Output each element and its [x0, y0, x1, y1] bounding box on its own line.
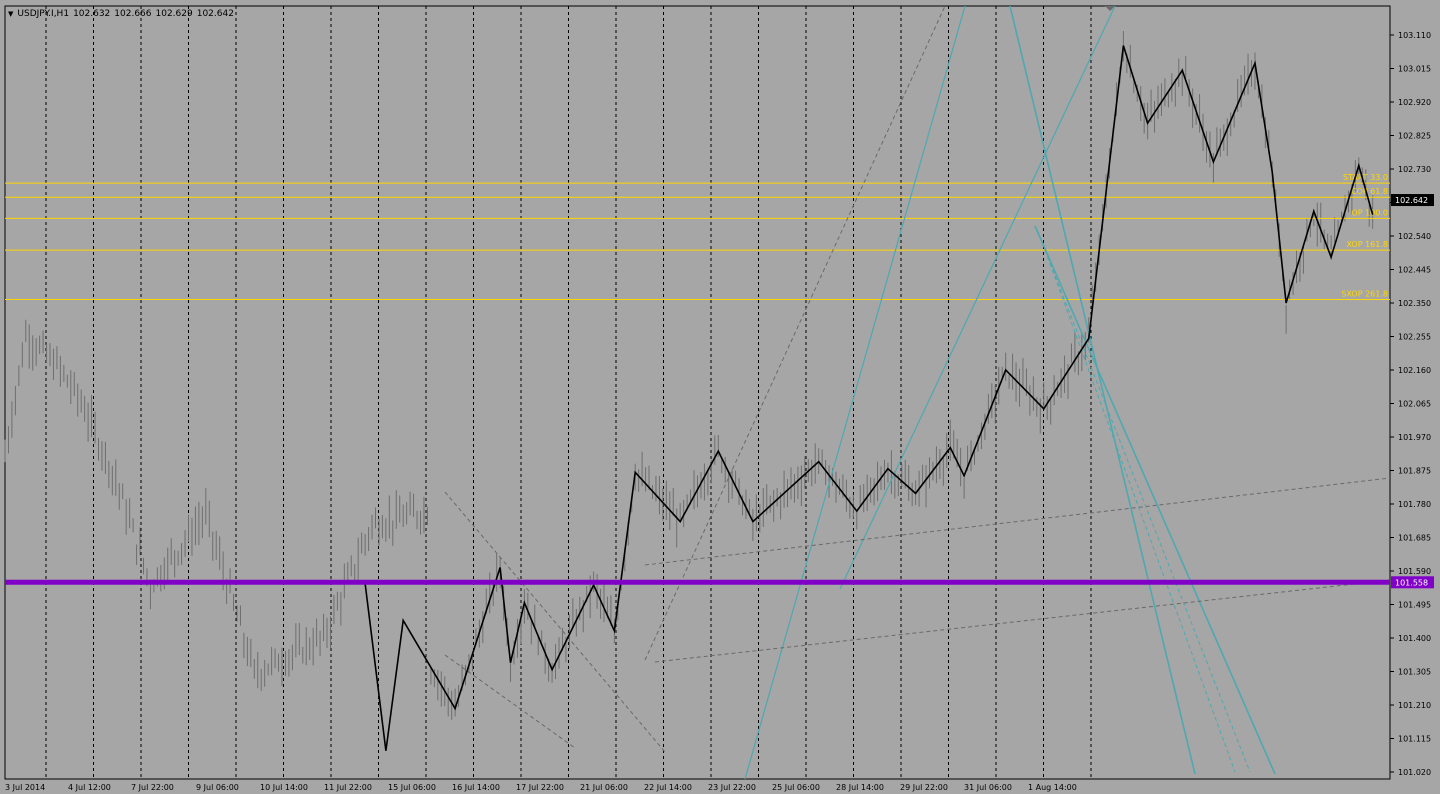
channel-line	[1009, 5, 1196, 775]
x-tick-label: 28 Jul 14:00	[836, 783, 884, 792]
x-tick-label: 15 Jul 06:00	[388, 783, 436, 792]
y-tick-label: 101.875	[1398, 467, 1431, 476]
y-tick-label: 102.445	[1398, 266, 1431, 275]
channel-dashed-line	[444, 491, 666, 753]
support-price-tag	[1391, 576, 1434, 589]
channel-dashed-line	[1044, 249, 1251, 773]
y-tick-label: 101.020	[1398, 768, 1431, 777]
x-tick-label: 25 Jul 06:00	[772, 783, 820, 792]
y-tick-label: 101.305	[1398, 668, 1431, 677]
fib-level-label: XOP 161.8	[1346, 240, 1388, 249]
channel-dashed-line	[654, 579, 1391, 663]
x-tick-label: 7 Jul 22:00	[131, 783, 174, 792]
fib-level-label: COP 61.8	[1351, 187, 1388, 196]
y-tick-label: 102.160	[1398, 366, 1431, 375]
y-tick-label: 102.920	[1398, 98, 1431, 107]
plot-area[interactable]	[4, 5, 1391, 780]
fib-level-label: OP 100.0	[1351, 208, 1388, 217]
triangle-down-icon[interactable]: ▼	[8, 10, 14, 18]
x-tick-label: 23 Jul 22:00	[708, 783, 756, 792]
channel-dashed-line	[444, 654, 576, 749]
fib-level-label: SXOP 261.8	[1341, 289, 1388, 298]
ohlc-header: ▼ USDJPY.I,H1 102.632 102.666 102.629 102.642	[8, 9, 238, 19]
channel-dashed-line	[644, 5, 946, 661]
channel-line	[744, 5, 966, 780]
zigzag-line	[364, 45, 1374, 751]
y-tick-label: 101.115	[1398, 735, 1431, 744]
x-tick-label: 29 Jul 22:00	[900, 783, 948, 792]
x-tick-label: 31 Jul 06:00	[964, 783, 1012, 792]
current-price-tag	[1391, 194, 1434, 207]
symbol-label: USDJPY.I,H1	[17, 9, 70, 19]
channel-line	[1034, 225, 1276, 775]
x-tick-label: 17 Jul 22:00	[516, 783, 564, 792]
fib-level-label: START 33.0	[1343, 173, 1388, 182]
scroll-marker-icon[interactable]	[1105, 6, 1115, 11]
channel-dashed-line	[644, 477, 1391, 566]
y-tick-label: 102.255	[1398, 333, 1431, 342]
y-tick-label: 101.970	[1398, 433, 1431, 442]
open-value: 102.632	[73, 9, 111, 19]
y-tick-label: 102.730	[1398, 165, 1431, 174]
close-value: 102.642	[196, 9, 234, 19]
channel-dashed-line	[1044, 249, 1236, 773]
y-tick-label: 102.065	[1398, 400, 1431, 409]
x-tick-label: 22 Jul 14:00	[644, 783, 692, 792]
y-tick-label: 103.110	[1398, 31, 1431, 40]
x-tick-label: 10 Jul 14:00	[260, 783, 308, 792]
y-tick-label: 102.825	[1398, 132, 1431, 141]
y-tick-label: 101.210	[1398, 701, 1431, 710]
x-tick-label: 16 Jul 14:00	[452, 783, 500, 792]
x-tick-label: 9 Jul 06:00	[196, 783, 239, 792]
current-price-label: 102.642	[1395, 196, 1428, 205]
y-tick-label: 101.590	[1398, 567, 1431, 576]
y-tick-label: 101.685	[1398, 534, 1431, 543]
y-tick-label: 101.400	[1398, 634, 1431, 643]
low-value: 102.629	[155, 9, 193, 19]
y-tick-label: 103.015	[1398, 65, 1431, 74]
x-tick-label: 21 Jul 06:00	[580, 783, 628, 792]
x-tick-label: 4 Jul 12:00	[68, 783, 111, 792]
y-tick-label: 102.350	[1398, 299, 1431, 308]
y-tick-label: 102.540	[1398, 232, 1431, 241]
y-tick-label: 101.780	[1398, 500, 1431, 509]
support-price-label: 101.558	[1395, 578, 1428, 587]
x-tick-label: 11 Jul 22:00	[324, 783, 372, 792]
y-tick-label: 101.495	[1398, 601, 1431, 610]
high-value: 102.666	[114, 9, 152, 19]
channel-line	[839, 5, 1116, 590]
x-tick-label: 3 Jul 2014	[5, 783, 45, 792]
x-tick-label: 1 Aug 14:00	[1028, 783, 1077, 792]
